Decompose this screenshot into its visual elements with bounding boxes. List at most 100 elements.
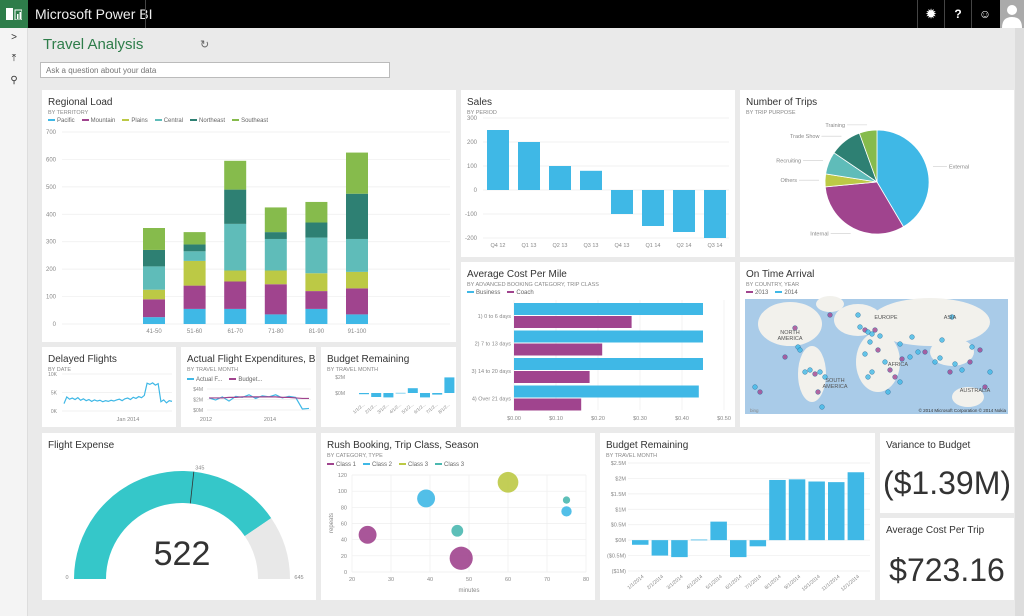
bubble bbox=[451, 524, 464, 537]
bar bbox=[749, 540, 767, 547]
map-point bbox=[782, 354, 788, 360]
tile-subtitle: BY PERIOD bbox=[467, 110, 497, 116]
pie-label: Recruiting bbox=[776, 159, 801, 165]
tile-subtitle: BY ADVANCED BOOKING CATEGORY, TRIP CLASS bbox=[467, 282, 599, 288]
y-tick-label: 2) 7 to 13 days bbox=[475, 342, 512, 348]
y-tick-label: 400 bbox=[46, 212, 57, 218]
gauge-fill bbox=[74, 471, 272, 579]
legend: Business Coach bbox=[467, 290, 534, 296]
chevron-right-icon[interactable]: > bbox=[11, 32, 17, 43]
landmass bbox=[952, 387, 984, 407]
bar-segment bbox=[143, 289, 165, 300]
page-title: Travel Analysis bbox=[43, 36, 144, 53]
bar-segment bbox=[264, 238, 287, 271]
tile-title: Rush Booking, Trip Class, Season bbox=[327, 440, 479, 451]
bar-segment bbox=[305, 222, 328, 238]
x-tick-label: 1/1/2014 bbox=[627, 574, 646, 591]
tile-average-cost-per-mile[interactable]: $0.00 $0.10 $0.20 $0.30 $0.40 $0.50 1) 0 to 6 … bbox=[461, 262, 735, 427]
bar bbox=[514, 371, 590, 383]
tile-variance-to-budget[interactable]: Variance to Budget ($1.39M) bbox=[880, 433, 1014, 513]
legend-item: Pacific bbox=[48, 118, 75, 124]
map-point bbox=[915, 349, 921, 355]
pie-label: Others bbox=[781, 178, 798, 184]
refresh-icon[interactable]: ↻ bbox=[200, 39, 210, 51]
y-tick-label: 100 bbox=[46, 295, 57, 301]
avatar[interactable] bbox=[1000, 0, 1024, 28]
map-point bbox=[909, 334, 915, 340]
bar bbox=[407, 388, 418, 393]
smiley-icon[interactable]: ☺ bbox=[978, 7, 992, 21]
qa-search-input[interactable] bbox=[40, 62, 390, 78]
map-point bbox=[899, 356, 905, 362]
tile-number-of-trips[interactable]: External Internal Others Recruiting Trade Sh… bbox=[740, 90, 1014, 257]
y-tick-label: 60 bbox=[341, 522, 347, 528]
bar-segment bbox=[143, 266, 165, 290]
y-tick-label: 200 bbox=[46, 267, 57, 273]
tile-subtitle: BY TERRITORY bbox=[48, 110, 89, 116]
gauge-target-marker bbox=[189, 471, 195, 504]
bar-segment bbox=[346, 288, 368, 315]
landmass bbox=[816, 296, 844, 312]
y-tick-label: 0 bbox=[344, 570, 347, 576]
tile-actual-flight-expenditures[interactable]: $0M $2M $4M 2012 2014 Actual Flight Expendit… bbox=[181, 347, 316, 427]
tile-rush-booking[interactable]: 0 20 40 60 80 100 120 20 30 40 50 60 70 80 minutes repe… bbox=[321, 433, 595, 600]
x-tick-label: 5/1/2... bbox=[401, 402, 415, 415]
tile-budget-remaining[interactable]: ($1M) ($0.5M) $0M $0.5M $1M $1.5M $2M $2.5M 1/1/… bbox=[600, 433, 875, 600]
bar bbox=[359, 393, 369, 395]
pin-icon[interactable]: ⤒ bbox=[11, 53, 17, 64]
legend: Actual F... Budget... bbox=[187, 377, 262, 383]
map-point bbox=[792, 325, 798, 331]
tile-average-cost-per-trip[interactable]: Average Cost Per Trip $723.16 bbox=[880, 518, 1014, 600]
bar-segment bbox=[183, 308, 206, 324]
bar bbox=[514, 385, 699, 398]
gauge-value: 522 bbox=[154, 535, 211, 573]
bar bbox=[514, 303, 703, 315]
tile-delayed-flights[interactable]: 0K 5K 10K Jan 2014 Delayed Flights BY DATE bbox=[42, 347, 176, 427]
map-point bbox=[819, 404, 825, 410]
legend-item: Class 1 bbox=[327, 462, 356, 468]
map-point bbox=[937, 355, 943, 361]
map-point bbox=[869, 331, 875, 337]
gauge-track bbox=[244, 518, 290, 579]
x-tick-label: 4/1/2... bbox=[388, 402, 402, 415]
y-tick-label: 0 bbox=[474, 188, 478, 194]
tile-flight-expense[interactable]: 522 0 645 345 Flight Expense bbox=[42, 433, 316, 600]
y-tick-label: 1) 0 to 6 days bbox=[478, 314, 512, 320]
x-tick-label: 70 bbox=[544, 577, 550, 583]
tile-budget-remaining-small[interactable]: $2M $0M 1/1/2... 2/1/2... 3/1/2... 4/1/2... 5/… bbox=[321, 347, 456, 427]
tile-on-time-arrival[interactable]: NORTH AMERICA EUROPE ASIA AFRICA SOUTH AMERICA… bbox=[740, 262, 1014, 427]
x-tick-label: 7/1/2014 bbox=[744, 574, 763, 591]
x-tick-label: 11/1/2014 bbox=[821, 574, 842, 593]
search-icon[interactable]: ⚲ bbox=[10, 75, 18, 86]
bar bbox=[395, 392, 406, 394]
bar bbox=[580, 170, 602, 190]
x-tick-label: 3/1/2014 bbox=[666, 574, 685, 591]
tile-title: Variance to Budget bbox=[886, 440, 971, 451]
bar-segment bbox=[346, 271, 368, 289]
power-bi-logo[interactable] bbox=[0, 0, 28, 28]
map-label: AMERICA bbox=[822, 384, 847, 390]
x-tick-label: 5/1/2014 bbox=[705, 574, 724, 591]
tile-sales[interactable]: 300 200 100 0 -100 -200 Q4 12 Q1 13 Q2 13 Q3 13 Q4… bbox=[461, 90, 735, 257]
y-tick-label: 700 bbox=[46, 130, 57, 136]
bubble bbox=[449, 546, 473, 570]
map-point bbox=[947, 369, 953, 375]
y-tick-label: $2M bbox=[335, 375, 345, 381]
legend-item: Class 3 bbox=[399, 462, 428, 468]
bar bbox=[549, 166, 571, 190]
y-tick-label: -200 bbox=[465, 236, 478, 242]
x-tick-label: 9/1/2014 bbox=[783, 574, 802, 591]
map-point bbox=[882, 359, 888, 365]
y-tick-label: $1M bbox=[615, 507, 626, 513]
map-point bbox=[857, 324, 863, 330]
map-point bbox=[959, 367, 965, 373]
gauge-min-label: 0 bbox=[65, 575, 68, 581]
pie-label: Training bbox=[825, 123, 845, 129]
tile-title: Sales bbox=[467, 97, 493, 108]
bar-segment bbox=[346, 193, 368, 239]
gear-icon[interactable]: ✹ bbox=[925, 7, 937, 21]
scrollbar[interactable] bbox=[1015, 28, 1024, 616]
map-attribution: © 2014 Microsoft Corporation © 2014 Noki… bbox=[919, 407, 1007, 413]
help-icon[interactable]: ? bbox=[954, 7, 962, 21]
tile-regional-load[interactable]: 0 100 200 300 400 500 600 700 41-50 51-60 61-70 71-… bbox=[42, 90, 456, 342]
